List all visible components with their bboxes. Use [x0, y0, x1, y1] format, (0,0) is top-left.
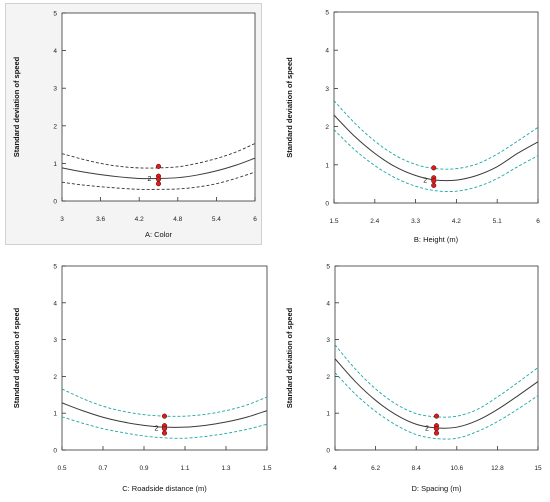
x-tick-label: 3.6: [96, 216, 105, 223]
y-tick-label: 3: [326, 337, 330, 344]
design-point: [155, 163, 162, 169]
y-tick-label: 1: [53, 411, 57, 418]
plot-frame: [334, 265, 539, 451]
chart-panel-roadside-distance: 0 1 2 3 4 5 0.5 0.7 0.9 1.1 1.3 1.5 C: Roadside dist…: [5, 258, 275, 498]
y-tick-label: 1: [326, 411, 330, 418]
y-tick-label: 5: [326, 264, 330, 271]
design-point: [161, 426, 168, 432]
chart-svg: 0 1 2 3 4 5 4 6.2 8.4 10.6 12.8 15 D: Spacing (m) Sta…: [285, 264, 542, 494]
x-tick-label: 10.6: [450, 465, 463, 472]
y-tick-label: 3: [53, 86, 57, 93]
x-tick-label: 4.2: [135, 216, 144, 223]
x-tick-label: 6.2: [371, 465, 380, 472]
chart-svg: 0 1 2 3 4 5 3 3.6 4.2 4.8 5.4 6 A: Color Standard dev…: [12, 11, 257, 240]
y-tick-label: 2: [326, 374, 330, 381]
x-tick-label: 12.8: [491, 465, 504, 472]
plot-frame: [61, 265, 268, 451]
y-tick-label: 2: [325, 124, 329, 131]
y-tick-label: 5: [53, 264, 57, 271]
x-tick-label: 4.8: [173, 216, 182, 223]
y-tick-label: 5: [53, 11, 57, 18]
design-point: [155, 181, 162, 187]
y-tick-label: 0: [53, 199, 57, 206]
y-tick-label: 2: [53, 123, 57, 130]
y-tick-label: 4: [325, 48, 329, 55]
y-axis-label: Standard deviation of speed: [285, 57, 294, 158]
x-tick-label: 0.9: [139, 465, 148, 472]
lower-confidence-band: [333, 129, 539, 192]
y-tick-label: 4: [53, 300, 57, 307]
x-tick-label: 1.1: [180, 465, 189, 472]
lower-confidence-band: [334, 372, 539, 440]
x-tick-label: 0.5: [57, 465, 66, 472]
chart-svg: 0 1 2 3 4 5 0.5 0.7 0.9 1.1 1.3 1.5 C: Roadside dist…: [12, 264, 272, 494]
x-tick-label: 15: [534, 465, 542, 472]
design-point: [433, 430, 440, 436]
x-tick-label: 1.5: [262, 465, 271, 472]
point-count-annotation: 2: [154, 425, 158, 432]
design-point: [431, 165, 437, 171]
x-tick-label: 4.2: [452, 218, 461, 225]
y-tick-label: 4: [326, 300, 330, 307]
chart-panel-height: 0 1 2 3 4 5 1.5 2.4 3.3 4.2 5.1 6 B: Height (m) Stand…: [280, 3, 545, 248]
x-tick-label: 3: [60, 216, 64, 223]
y-tick-label: 2: [53, 374, 57, 381]
x-tick-label: 1.5: [329, 218, 338, 225]
x-axis-label: A: Color: [145, 230, 173, 239]
upper-confidence-band: [61, 143, 256, 169]
design-point: [433, 426, 440, 432]
y-tick-label: 3: [53, 337, 57, 344]
x-tick-label: 5.4: [212, 216, 221, 223]
y-tick-label: 0: [53, 448, 57, 455]
x-tick-label: 2.4: [370, 218, 379, 225]
design-point: [433, 413, 440, 419]
chart-panel-color: 0 1 2 3 4 5 3 3.6 4.2 4.8 5.4 6 A: Color Standard dev…: [5, 3, 262, 245]
x-tick-label: 6: [253, 216, 257, 223]
chart-panel-spacing: 0 1 2 3 4 5 4 6.2 8.4 10.6 12.8 15 D: Spacing (m) Sta…: [280, 258, 545, 498]
point-count-annotation: 2: [147, 176, 151, 183]
x-axis-label: B: Height (m): [414, 235, 459, 244]
lower-confidence-band: [61, 416, 268, 439]
y-tick-label: 3: [325, 86, 329, 93]
design-point: [431, 178, 437, 184]
x-axis-label: C: Roadside distance (m): [122, 484, 207, 493]
design-point: [431, 182, 437, 188]
x-tick-label: 4: [333, 465, 337, 472]
y-tick-label: 1: [53, 161, 57, 168]
upper-confidence-band: [334, 344, 539, 418]
lower-confidence-band: [61, 171, 256, 190]
y-axis-label: Standard deviation of speed: [12, 307, 21, 408]
design-point: [155, 176, 162, 182]
x-axis-label: D: Spacing (m): [411, 484, 462, 493]
y-tick-label: 1: [325, 162, 329, 169]
point-count-annotation: 2: [425, 425, 429, 432]
x-tick-label: 5.1: [493, 218, 502, 225]
plot-frame: [333, 11, 539, 204]
y-tick-label: 4: [53, 48, 57, 55]
design-point: [161, 430, 168, 436]
x-tick-label: 1.3: [221, 465, 230, 472]
y-tick-label: 0: [325, 201, 329, 208]
x-tick-label: 8.4: [412, 465, 421, 472]
y-tick-label: 0: [326, 448, 330, 455]
x-tick-label: 0.7: [98, 465, 107, 472]
point-count-annotation: 2: [423, 178, 427, 185]
y-axis-label: Standard deviation of speed: [12, 56, 21, 157]
design-point: [161, 413, 168, 419]
x-tick-label: 3.3: [411, 218, 420, 225]
y-axis-label: Standard deviation of speed: [285, 307, 294, 408]
chart-svg: 0 1 2 3 4 5 1.5 2.4 3.3 4.2 5.1 6 B: Height (m) Stand…: [285, 10, 540, 245]
x-tick-label: 6: [536, 218, 540, 225]
y-tick-label: 5: [325, 10, 329, 17]
